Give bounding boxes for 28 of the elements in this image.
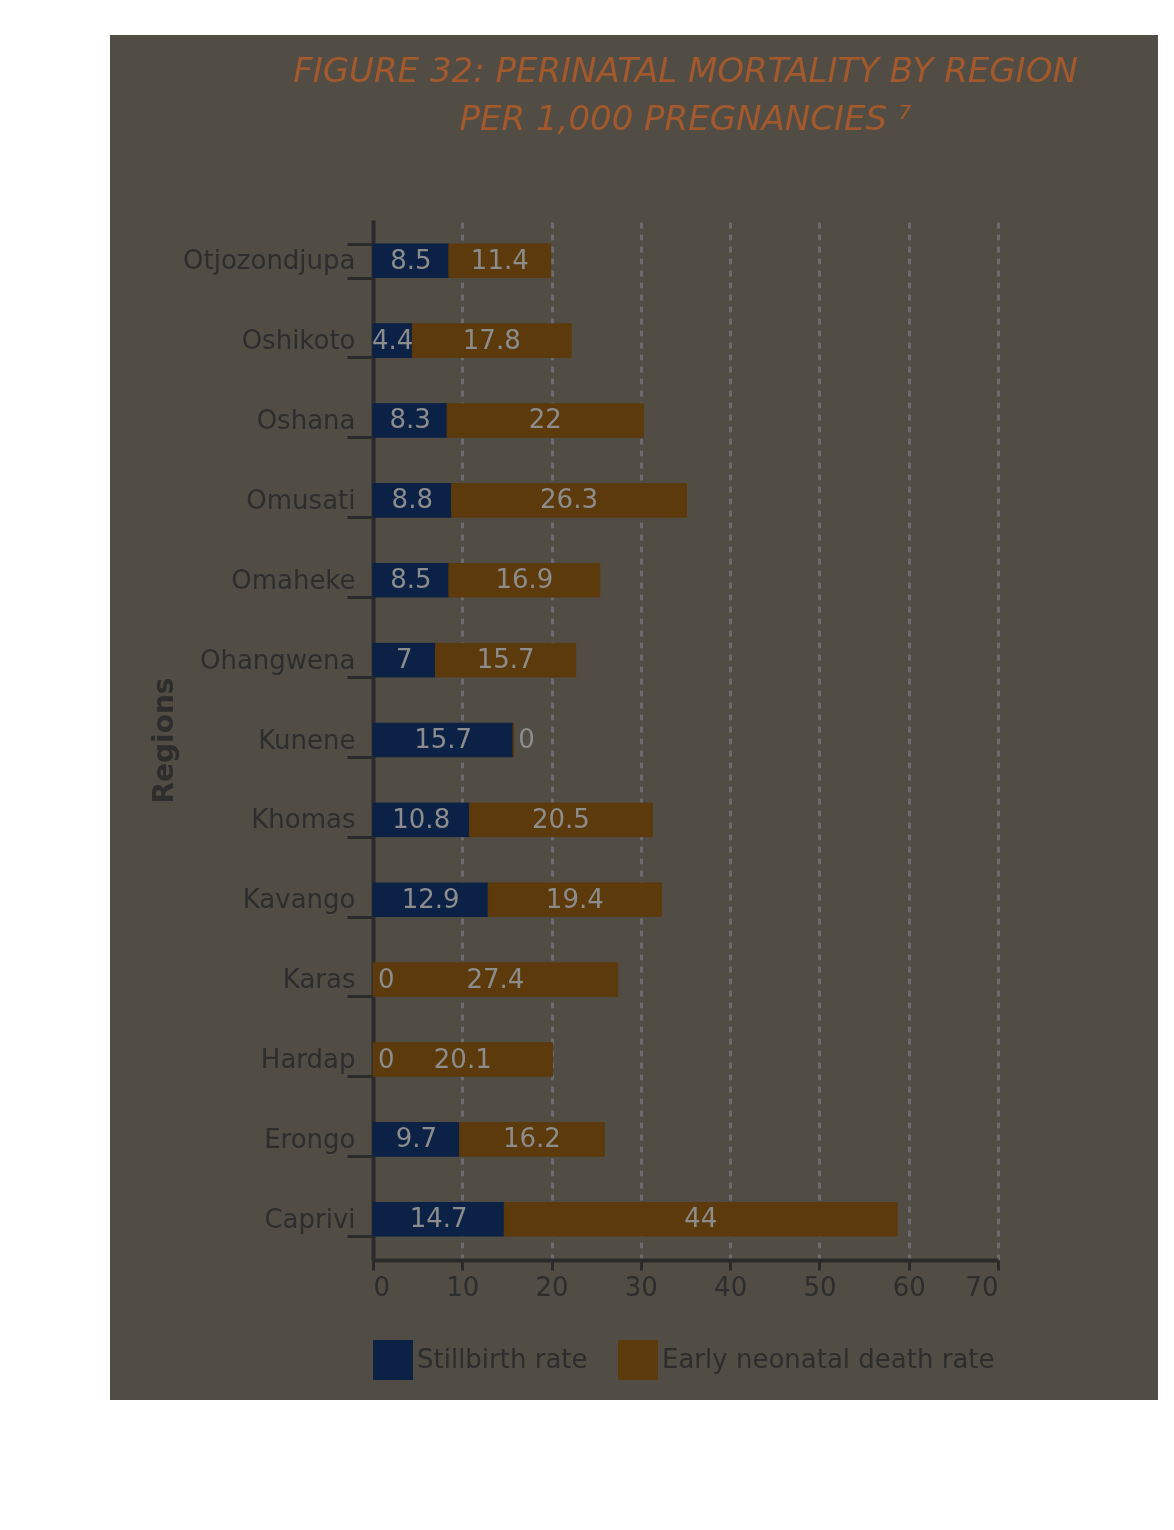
data-label: 8.8 (391, 484, 433, 515)
data-label: 10.8 (392, 803, 451, 834)
data-label: 20.1 (433, 1043, 492, 1074)
data-label: 16.9 (495, 564, 554, 595)
data-label: 11.4 (470, 244, 529, 275)
data-label: 15.7 (414, 724, 473, 754)
data-label: 17.8 (462, 324, 521, 355)
data-label: 20.5 (532, 803, 590, 834)
data-label: 14.7 (409, 1203, 468, 1234)
data-label: 22 (528, 404, 562, 435)
data-label: 8.5 (390, 564, 432, 595)
data-label: 19.4 (545, 883, 604, 914)
chart-subtitle: PER 1,000 PREGNANCIES ⁷ (459, 98, 912, 138)
data-label: 0 (378, 1043, 395, 1074)
data-label: 9.7 (395, 1123, 437, 1154)
data-label: 4.4 (371, 324, 414, 355)
data-label: 12.9 (401, 883, 460, 914)
data-label: 16.2 (502, 1123, 561, 1154)
data-label: 0 (378, 963, 395, 994)
data-label: 26.3 (540, 484, 598, 515)
data-label: 0 (518, 724, 535, 754)
data-label: 44 (684, 1203, 718, 1234)
data-label: 8.3 (389, 404, 431, 435)
data-label: 7 (395, 644, 413, 675)
data-label: 15.7 (476, 644, 535, 675)
data-label: 27.4 (466, 963, 525, 994)
chart-title: FIGURE 32: PERINATAL MORTALITY BY REGION (293, 50, 1078, 90)
data-label: 8.5 (390, 244, 432, 275)
